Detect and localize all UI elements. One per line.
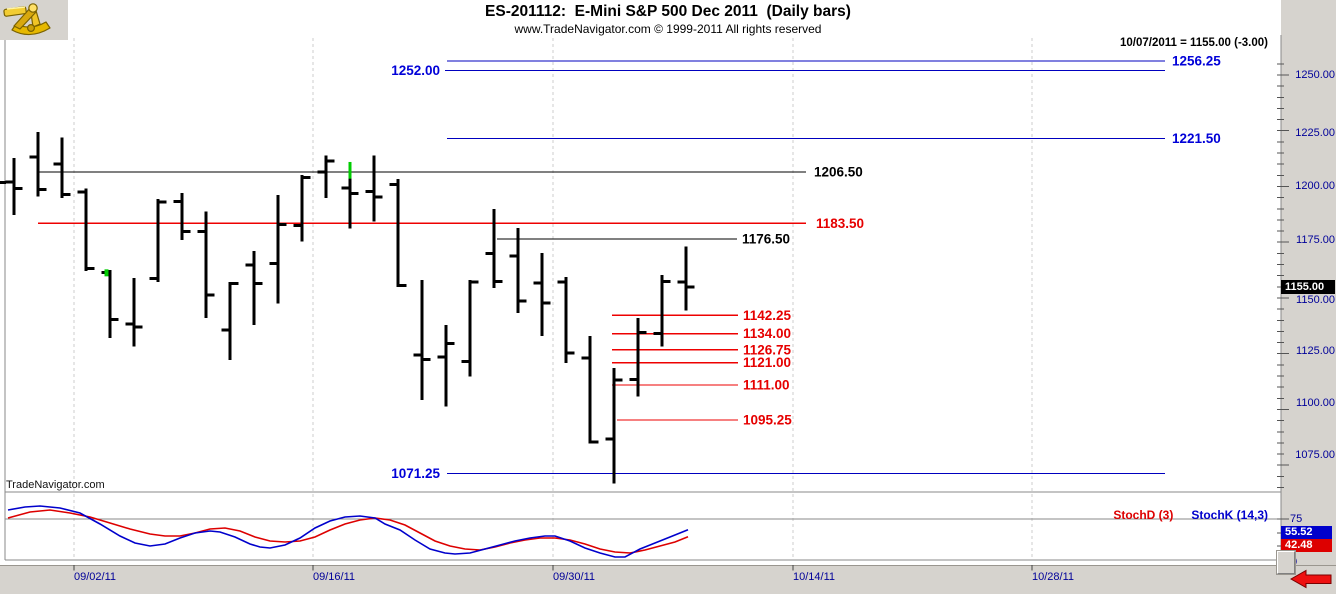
- date-axis-strip[interactable]: [0, 565, 1336, 594]
- level-label-1221.50: 1221.50: [1172, 131, 1221, 146]
- level-label-1252.00: 1252.00: [391, 63, 440, 78]
- logo-block: [0, 0, 68, 40]
- ohlc-bar: [101, 270, 119, 339]
- ohlc-bar: [533, 252, 551, 336]
- watermark-text: TradeNavigator.com: [6, 479, 105, 491]
- ohlc-bar: [317, 155, 335, 199]
- ohlc-bar: [245, 251, 263, 325]
- tradenavigator-sextant-logo-icon: [3, 3, 51, 36]
- axis-corner-button[interactable]: [1277, 551, 1295, 574]
- ohlc-bar: [149, 198, 167, 282]
- indicator-legend: StochD (3) StochK (14,3): [1100, 494, 1268, 536]
- ohlc-bar: [269, 194, 287, 304]
- ohlc-bar: [389, 179, 407, 288]
- stochd-legend-label[interactable]: StochD (3): [1113, 508, 1174, 522]
- chart-title: ES-201112: E-Mini S&P 500 Dec 2011 (Dail…: [485, 3, 851, 20]
- level-label-1134.00: 1134.00: [743, 326, 791, 341]
- ohlc-bar: [509, 227, 527, 314]
- ohlc-bar: [77, 188, 95, 272]
- ohlc-bar: [437, 324, 455, 407]
- ohlc-bar: [413, 280, 431, 401]
- ohlc-bar: [221, 281, 239, 360]
- stochd-line: [7, 509, 689, 554]
- last-price-box: 1155.00: [1281, 280, 1335, 294]
- level-label-1206.50: 1206.50: [814, 165, 863, 180]
- level-label-1183.50: 1183.50: [816, 216, 864, 231]
- ohlc-bar: [341, 161, 359, 229]
- green-high-segment-mark: [348, 161, 352, 179]
- ohlc-bar: [197, 211, 215, 319]
- chart-subtitle: www.TradeNavigator.com © 1999-2011 All r…: [514, 22, 822, 36]
- price-bars: [0, 131, 695, 484]
- level-label-1071.25: 1071.25: [391, 466, 440, 481]
- ohlc-bar: [29, 131, 47, 197]
- stochk-legend-label[interactable]: StochK (14,3): [1191, 508, 1268, 522]
- level-label-1126.75: 1126.75: [743, 342, 792, 357]
- ohlc-bar: [629, 318, 647, 397]
- level-label-1121.00: 1121.00: [743, 355, 791, 370]
- ohlc-bar: [173, 193, 191, 241]
- ohlc-bar: [653, 275, 671, 347]
- level-label-1142.25: 1142.25: [743, 308, 792, 323]
- green-open-tick-mark: [104, 269, 109, 277]
- ohlc-bar: [365, 155, 383, 222]
- ohlc-bar: [557, 276, 575, 364]
- clipped-bar-fragment: [0, 181, 6, 184]
- ohlc-bar: [125, 277, 143, 347]
- ohlc-bar: [53, 137, 71, 199]
- stochk-value-box: 55.52: [1281, 526, 1332, 539]
- ohlc-bar: [293, 174, 311, 242]
- level-label-1095.25: 1095.25: [743, 413, 792, 428]
- stoch-axis-label-75: 75: [1290, 513, 1303, 525]
- ohlc-bar: [485, 208, 503, 288]
- stochd-value-box: 42.48: [1281, 539, 1332, 552]
- level-label-1176.50: 1176.50: [742, 231, 790, 246]
- level-label-1256.25: 1256.25: [1172, 54, 1221, 69]
- level-label-1111.00: 1111.00: [743, 377, 790, 392]
- ohlc-bar: [605, 368, 623, 484]
- ohlc-bar: [581, 335, 599, 444]
- ohlc-bar: [461, 280, 479, 377]
- last-quote-readout: 10/07/2011 = 1155.00 (-3.00): [1119, 37, 1268, 49]
- stochk-line: [7, 505, 689, 558]
- ohlc-bar: [5, 158, 23, 215]
- ohlc-bar: [677, 246, 695, 311]
